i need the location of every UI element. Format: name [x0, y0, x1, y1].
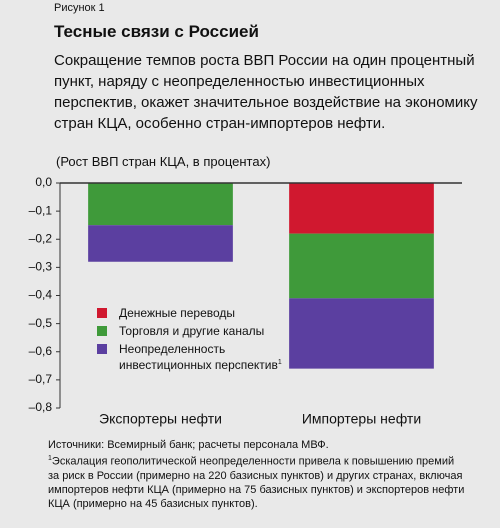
y-tick-label: –0,4: [29, 288, 53, 302]
legend-item: Денежные переводы: [97, 306, 309, 320]
y-tick-label: –0,2: [29, 231, 53, 245]
note: 1Эскалация геополитической неопределенно…: [48, 452, 468, 511]
x-tick-label: Импортеры нефти: [302, 411, 421, 427]
chart-title: Тесные связи с Россией: [54, 22, 259, 41]
bar-segment: [289, 233, 434, 299]
legend-item: Неопределенность инвестиционных перспект…: [97, 342, 309, 372]
subtitle: Сокращение темпов роста ВВП России на од…: [54, 52, 478, 132]
y-tick-label: –0,3: [29, 260, 53, 274]
y-axis-label: (Рост ВВП стран КЦА, в процентах): [56, 154, 271, 169]
legend-swatch: [97, 344, 107, 354]
figure-label: Рисунок 1: [54, 2, 105, 14]
notes: Источники: Всемирный банк; расчеты персо…: [48, 438, 468, 511]
legend-label: Неопределенность инвестиционных перспект…: [119, 342, 278, 372]
y-tick-label: 0,0: [35, 175, 52, 189]
bar-segment: [88, 225, 233, 262]
y-tick-label: –0,6: [29, 344, 53, 358]
bar-segment: [289, 183, 434, 234]
bar-segment: [289, 298, 434, 369]
y-tick-label: –0,8: [29, 400, 53, 414]
legend-swatch: [97, 308, 107, 318]
y-tick-label: –0,7: [29, 372, 53, 386]
x-tick-label: Экспортеры нефти: [99, 411, 222, 427]
bar-segment: [88, 183, 233, 226]
note: Источники: Всемирный банк; расчеты персо…: [48, 439, 329, 451]
note-mark: 1: [48, 455, 52, 462]
note-text: Эскалация геополитической неопределеннос…: [48, 455, 465, 510]
legend-label: Торговля и другие каналы: [119, 324, 265, 338]
legend: Денежные переводы Торговля и другие канал…: [97, 306, 309, 376]
legend-swatch: [97, 326, 107, 336]
y-tick-label: –0,1: [29, 203, 53, 217]
legend-item: Торговля и другие каналы: [97, 324, 309, 338]
legend-label: Денежные переводы: [119, 306, 236, 320]
legend-note-mark: 1: [277, 359, 282, 366]
y-tick-label: –0,5: [29, 316, 53, 330]
